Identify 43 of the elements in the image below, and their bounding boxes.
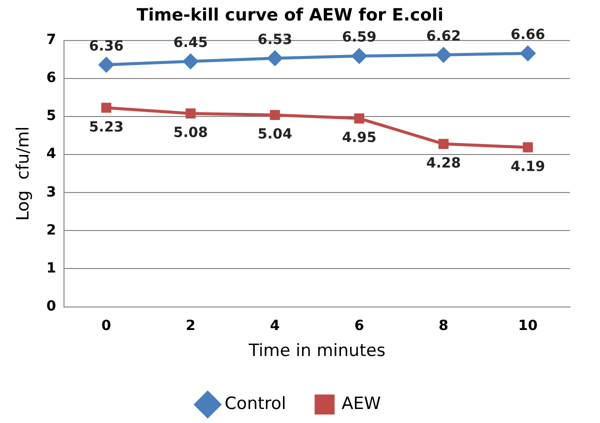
legend-label: AEW xyxy=(342,394,382,414)
x-tick-label: 10 xyxy=(518,318,538,334)
y-tick-label: 3 xyxy=(46,184,56,200)
data-label: 5.23 xyxy=(89,119,124,136)
point xyxy=(436,47,452,62)
y-tick-label: 1 xyxy=(46,260,56,276)
y-tick-label: 2 xyxy=(46,222,56,238)
data-label: 6.53 xyxy=(258,32,292,48)
legend-label: Control xyxy=(224,394,286,414)
x-tick-label: 0 xyxy=(101,318,112,334)
point xyxy=(270,110,280,120)
x-tick-label: 4 xyxy=(270,318,280,334)
point xyxy=(267,50,282,66)
point xyxy=(522,142,533,152)
data-label: 6.36 xyxy=(89,38,124,54)
y-tick-label: 0 xyxy=(46,298,56,314)
y-axis-title: Log cfu/ml xyxy=(14,126,34,221)
chart-title: Time-kill curve of AEW for E.coli xyxy=(136,6,444,26)
y-tick-label: 7 xyxy=(46,32,56,48)
y-tick-label: 4 xyxy=(46,146,56,162)
point xyxy=(98,57,114,72)
x-axis-title: Time in minutes xyxy=(248,341,386,362)
x-tick-label: 8 xyxy=(438,318,448,334)
y-tick-label: 6 xyxy=(46,70,56,86)
point xyxy=(352,48,367,64)
data-label: 6.45 xyxy=(173,34,208,51)
data-label: 4.95 xyxy=(342,130,376,146)
point xyxy=(354,113,364,124)
data-label: 6.62 xyxy=(426,28,461,44)
data-label: 6.66 xyxy=(510,26,546,43)
point xyxy=(101,102,112,113)
point xyxy=(183,54,198,69)
point xyxy=(438,138,449,149)
x-tick-label: 6 xyxy=(354,318,364,334)
data-label: 5.08 xyxy=(173,125,208,142)
data-label: 6.59 xyxy=(342,30,376,46)
y-tick-label: 5 xyxy=(46,108,56,124)
data-label: 4.19 xyxy=(510,158,546,175)
point xyxy=(520,46,536,61)
x-tick-label: 2 xyxy=(186,318,196,334)
data-label: 5.04 xyxy=(258,126,292,143)
point xyxy=(186,108,196,119)
data-label: 4.28 xyxy=(426,156,461,172)
